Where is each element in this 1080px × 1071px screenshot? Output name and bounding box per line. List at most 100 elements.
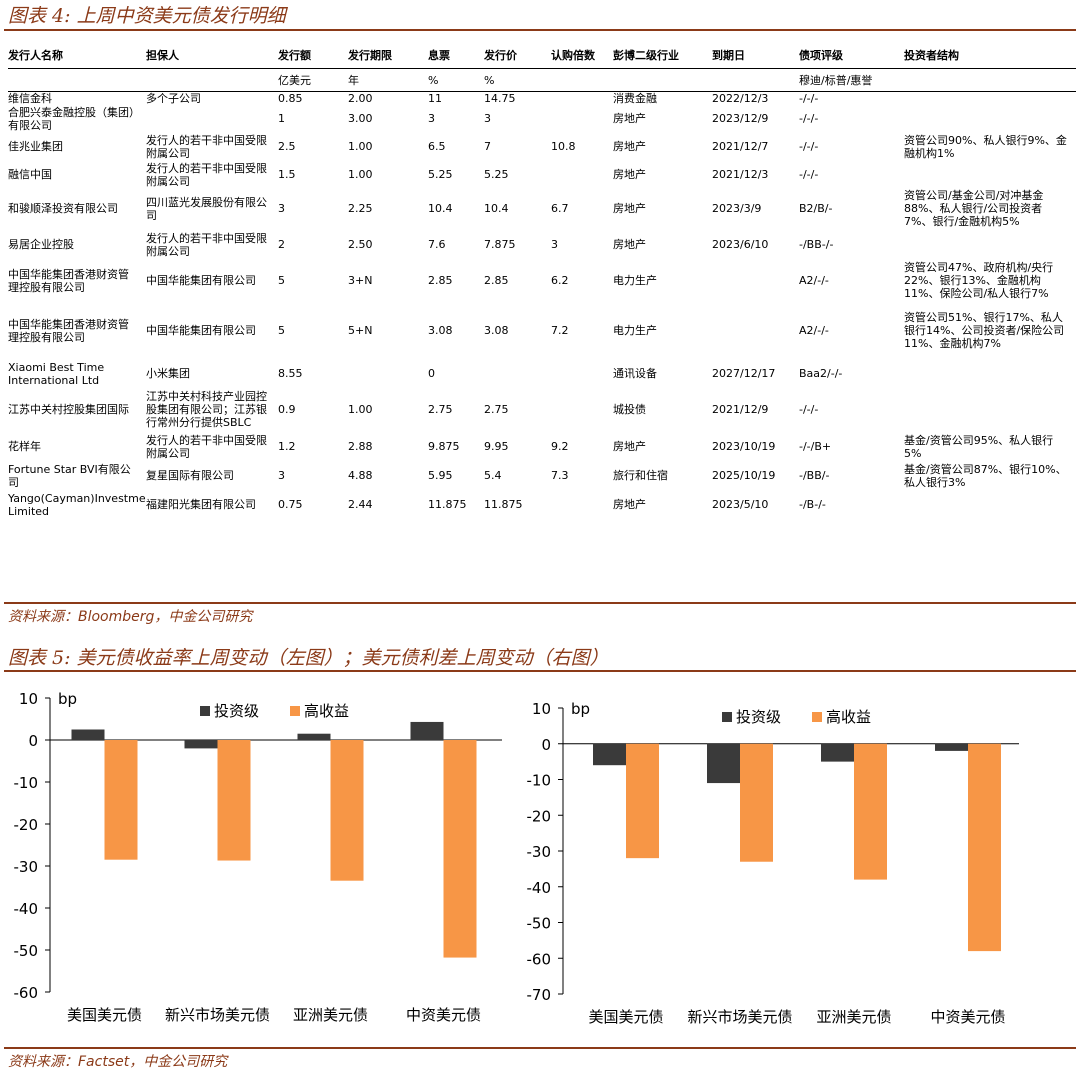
table-row: 佳兆业集团 发行人的若干非中国受限附属公司 2.5 1.00 6.5 7 10.8 房地产 20… — [8, 132, 1076, 162]
cell-amount: 1.5 — [278, 168, 296, 181]
y-tick-label: 0 — [541, 736, 551, 754]
cell-investors: 资管公司/基金公司/对冲基金88%、私人银行/公司投资者7%、银行/金融机构5% — [904, 189, 1044, 228]
bar-investment-grade — [410, 721, 444, 740]
y-tick-label: -60 — [14, 984, 39, 1002]
cell-subscription — [551, 106, 613, 132]
cell-guarantor: 复星国际有限公司 — [146, 469, 234, 482]
cell-investors — [904, 106, 1076, 132]
bar-high-yield — [104, 740, 138, 860]
cell-maturity: 2023/6/10 — [712, 238, 769, 251]
cell-industry: 旅行和住宿 — [613, 469, 668, 482]
cell-subscription — [551, 360, 613, 388]
table-row: 融信中国 发行人的若干非中国受限附属公司 1.5 1.00 5.25 5.25 房地产 202… — [8, 162, 1076, 188]
cell-maturity: 2021/12/3 — [712, 168, 769, 181]
bar-high-yield — [854, 743, 887, 880]
cell-investors: 资管公司90%、私人银行9%、金融机构1% — [904, 133, 1067, 160]
cell-coupon: 2.85 — [428, 274, 453, 287]
header-guarantor: 担保人 — [146, 48, 179, 62]
cell-rating: -/BB/- — [799, 469, 830, 482]
cell-maturity — [712, 260, 799, 302]
cell-industry: 房地产 — [613, 238, 646, 251]
figure-5-title-rule — [4, 670, 1076, 672]
cell-tenor: 1.00 — [348, 168, 373, 181]
cell-investors: 资管公司47%、政府机构/央行22%、银行13%、金融机构11%、保险公司/私人… — [904, 261, 1054, 300]
bond-issuance-table: 发行人名称 担保人 发行额 发行期限 息票 发行价 认购倍数 彭博二级行业 到期日 债项评级 投资者… — [8, 42, 1076, 520]
bar-investment-grade — [71, 729, 105, 740]
cell-guarantor: 发行人的若干非中国受限附属公司 — [146, 133, 267, 160]
legend-swatch-high-yield — [290, 706, 300, 716]
header-maturity: 到期日 — [712, 48, 745, 62]
cell-investors — [904, 92, 1076, 106]
bar-investment-grade — [935, 743, 968, 751]
cell-price: 10.4 — [484, 202, 509, 215]
cell-tenor: 2.88 — [348, 440, 373, 453]
cell-rating: A2/-/- — [799, 274, 829, 287]
x-category-label: 新兴市场美元债 — [165, 1006, 270, 1024]
legend-swatch-high-yield — [812, 712, 822, 722]
y-tick-label: -50 — [14, 942, 39, 960]
unit-coupon: % — [428, 68, 484, 92]
x-category-label: 亚洲美元债 — [816, 1008, 891, 1026]
unit-guarantor — [146, 68, 278, 92]
cell-tenor: 2.00 — [348, 92, 373, 106]
unit-tenor: 年 — [348, 68, 428, 92]
cell-tenor: 3.00 — [348, 112, 373, 125]
header-rating: 债项评级 — [799, 48, 843, 62]
cell-tenor: 1.00 — [348, 140, 373, 153]
cell-rating: A2/-/- — [799, 324, 829, 337]
cell-industry: 城投债 — [613, 403, 646, 416]
cell-issuer: 中国华能集团香港财资管理控股有限公司 — [8, 267, 129, 294]
cell-industry: 房地产 — [613, 440, 646, 453]
cell-investors: 基金/资管公司95%、私人银行5% — [904, 433, 1054, 460]
cell-amount: 2.5 — [278, 140, 296, 153]
cell-tenor: 2.44 — [348, 498, 373, 511]
bar-investment-grade — [297, 733, 331, 740]
cell-issuer: 佳兆业集团 — [8, 140, 63, 153]
cell-tenor: 1.00 — [348, 403, 373, 416]
cell-issuer: 和骏顺泽投资有限公司 — [8, 202, 118, 215]
cell-maturity: 2022/12/3 — [712, 92, 769, 106]
table-row: 江苏中关村控股集团国际 江苏中关村科技产业园控股集团有限公司；江苏银行常州分行提供… — [8, 388, 1076, 432]
unit-amount: 亿美元 — [278, 68, 348, 92]
cell-industry: 消费金融 — [613, 92, 657, 106]
legend-swatch-investment-grade — [722, 712, 732, 722]
cell-maturity: 2023/10/19 — [712, 440, 776, 453]
cell-issuer: Xiaomi Best Time International Ltd — [8, 360, 105, 387]
y-tick-label: -20 — [527, 807, 552, 825]
figure-4-title-rule — [4, 29, 1076, 31]
bar-investment-grade — [821, 743, 854, 762]
cell-investors — [904, 230, 1076, 260]
unit-label: bp — [58, 690, 77, 708]
cell-guarantor: 多个子公司 — [146, 92, 201, 106]
y-tick-label: -60 — [527, 950, 552, 968]
table-units-row: 亿美元年%% 穆迪/标普/惠誉 — [8, 68, 1076, 92]
cell-tenor: 4.88 — [348, 469, 373, 482]
cell-price — [484, 360, 551, 388]
x-category-label: 美国美元债 — [67, 1006, 142, 1024]
bar-investment-grade — [184, 740, 218, 749]
table-row: 花样年 发行人的若干非中国受限附属公司 1.2 2.88 9.875 9.95 9.2 房地产… — [8, 432, 1076, 462]
cell-coupon: 3.08 — [428, 324, 453, 337]
unit-rating: 穆迪/标普/惠誉 — [799, 68, 904, 92]
y-tick-label: -70 — [527, 986, 552, 1004]
cell-subscription: 3 — [551, 238, 558, 251]
cell-coupon: 5.95 — [428, 469, 453, 482]
legend-label-investment-grade: 投资级 — [214, 702, 259, 720]
spread-change-chart: 10 0 -10 -20 -30 -40 -50 -60 -70 bp 美国美元债 新兴市场美元债 亚洲… — [527, 700, 1019, 1026]
cell-industry: 房地产 — [613, 112, 646, 125]
bar-high-yield — [217, 740, 251, 861]
cell-amount: 0.85 — [278, 92, 303, 106]
cell-issuer: 融信中国 — [8, 168, 52, 181]
cell-coupon: 5.25 — [428, 168, 453, 181]
y-tick-label: 10 — [532, 700, 551, 718]
cell-price: 3 — [484, 112, 491, 125]
cell-maturity: 2025/10/19 — [712, 469, 776, 482]
y-tick-label: -40 — [14, 900, 39, 918]
figure-5-source: 资料来源：Factset，中金公司研究 — [8, 1054, 228, 1070]
cell-rating: -/-/- — [799, 403, 819, 416]
unit-issuer — [8, 68, 146, 92]
y-tick-label: -30 — [527, 843, 552, 861]
cell-investors — [904, 490, 1076, 520]
figure-4-title: 图表 4: 上周中资美元债发行明细 — [8, 5, 286, 27]
cell-tenor: 3+N — [348, 274, 373, 287]
